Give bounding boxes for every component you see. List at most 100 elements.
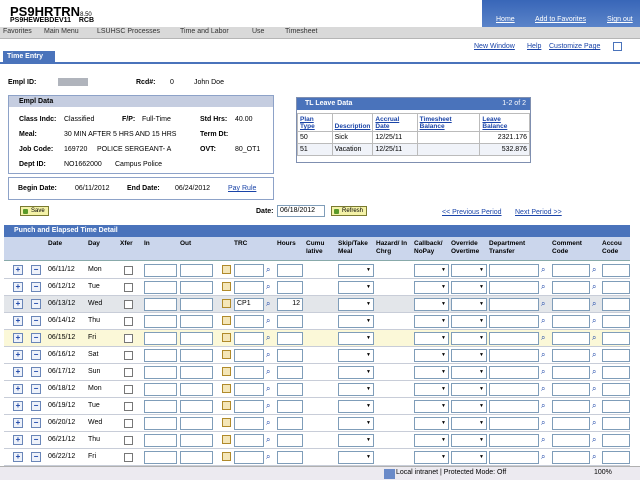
save-button[interactable]: Save [20,206,49,216]
delete-row-icon[interactable]: − [31,265,41,275]
lookup-icon[interactable]: ⌕ [592,418,597,427]
delete-row-icon[interactable]: − [31,316,41,326]
lookup-icon[interactable]: ⌕ [266,282,271,291]
xfer-checkbox[interactable] [124,368,133,377]
add-row-icon[interactable]: + [13,350,23,360]
skip-meal-select[interactable] [338,298,374,311]
skip-meal-select[interactable] [338,264,374,277]
lookup-icon[interactable]: ⌕ [541,435,546,444]
lookup-icon[interactable]: ⌕ [592,316,597,325]
comment-code-input[interactable] [552,281,590,294]
xfer-checkbox[interactable] [124,385,133,394]
out-input[interactable] [180,315,213,328]
hours-input[interactable] [277,332,303,345]
leave-col-balance[interactable]: Leave Balance [479,113,530,132]
xfer-checkbox[interactable] [124,436,133,445]
leave-col-plan[interactable]: Plan Type [297,113,333,132]
hours-input[interactable] [277,264,303,277]
skip-meal-select[interactable] [338,281,374,294]
lookup-icon[interactable]: ⌕ [592,367,597,376]
dept-transfer-input[interactable] [489,349,539,362]
trc-input[interactable] [234,417,264,430]
customize-page-link[interactable]: Customize Page [549,43,601,50]
lookup-icon[interactable]: ⌕ [266,418,271,427]
leave-col-timesheet[interactable]: Timesheet Balance [416,113,481,132]
skip-meal-select[interactable] [338,434,374,447]
add-row-icon[interactable]: + [13,316,23,326]
trc-input[interactable] [234,349,264,362]
lookup-icon[interactable]: ⌕ [266,265,271,274]
add-row-icon[interactable]: + [13,299,23,309]
out-input[interactable] [180,264,213,277]
xfer-checkbox[interactable] [124,334,133,343]
in-input[interactable] [144,298,177,311]
comment-code-input[interactable] [552,451,590,464]
out-input[interactable] [180,400,213,413]
add-row-icon[interactable]: + [13,452,23,462]
calendar-icon[interactable] [222,418,231,427]
date-input[interactable]: 06/18/2012 [277,205,325,217]
lookup-icon[interactable]: ⌕ [592,452,597,461]
xfer-checkbox[interactable] [124,266,133,275]
delete-row-icon[interactable]: − [31,418,41,428]
xfer-checkbox[interactable] [124,283,133,292]
dept-transfer-input[interactable] [489,298,539,311]
lookup-icon[interactable]: ⌕ [592,282,597,291]
new-window-link[interactable]: New Window [474,43,515,50]
override-ot-select[interactable] [451,349,487,362]
xfer-checkbox[interactable] [124,300,133,309]
override-ot-select[interactable] [451,417,487,430]
delete-row-icon[interactable]: − [31,435,41,445]
delete-row-icon[interactable]: − [31,401,41,411]
override-ot-select[interactable] [451,298,487,311]
hours-input[interactable] [277,366,303,379]
lookup-icon[interactable]: ⌕ [592,401,597,410]
lookup-icon[interactable]: ⌕ [541,316,546,325]
lookup-icon[interactable]: ⌕ [592,384,597,393]
skip-meal-select[interactable] [338,332,374,345]
skip-meal-select[interactable] [338,366,374,379]
dept-transfer-input[interactable] [489,383,539,396]
xfer-checkbox[interactable] [124,402,133,411]
override-ot-select[interactable] [451,366,487,379]
in-input[interactable] [144,451,177,464]
lookup-icon[interactable]: ⌕ [541,282,546,291]
callback-select[interactable] [414,383,449,396]
lookup-icon[interactable]: ⌕ [592,265,597,274]
hours-input[interactable]: 12 [277,298,303,311]
xfer-checkbox[interactable] [124,453,133,462]
next-period-link[interactable]: Next Period >> [515,209,562,216]
in-input[interactable] [144,434,177,447]
add-row-icon[interactable]: + [13,384,23,394]
leave-col-desc[interactable]: Description [331,113,374,132]
sign-out-link[interactable]: Sign out [607,16,633,23]
hours-input[interactable] [277,451,303,464]
delete-row-icon[interactable]: − [31,299,41,309]
comment-code-input[interactable] [552,264,590,277]
skip-meal-select[interactable] [338,417,374,430]
in-input[interactable] [144,332,177,345]
out-input[interactable] [180,434,213,447]
skip-meal-select[interactable] [338,451,374,464]
comment-code-input[interactable] [552,383,590,396]
callback-select[interactable] [414,332,449,345]
account-code-input[interactable] [602,417,630,430]
xfer-checkbox[interactable] [124,317,133,326]
add-row-icon[interactable]: + [13,435,23,445]
dept-transfer-input[interactable] [489,451,539,464]
lookup-icon[interactable]: ⌕ [541,401,546,410]
account-code-input[interactable] [602,332,630,345]
out-input[interactable] [180,298,213,311]
dept-transfer-input[interactable] [489,366,539,379]
crumb-lsuhsc[interactable]: LSUHSC Processes [97,28,161,35]
comment-code-input[interactable] [552,332,590,345]
trc-input[interactable] [234,451,264,464]
skip-meal-select[interactable] [338,383,374,396]
calendar-icon[interactable] [222,282,231,291]
delete-row-icon[interactable]: − [31,282,41,292]
dept-transfer-input[interactable] [489,315,539,328]
dept-transfer-input[interactable] [489,281,539,294]
callback-select[interactable] [414,434,449,447]
pay-rule-link[interactable]: Pay Rule [228,185,257,192]
callback-select[interactable] [414,417,449,430]
